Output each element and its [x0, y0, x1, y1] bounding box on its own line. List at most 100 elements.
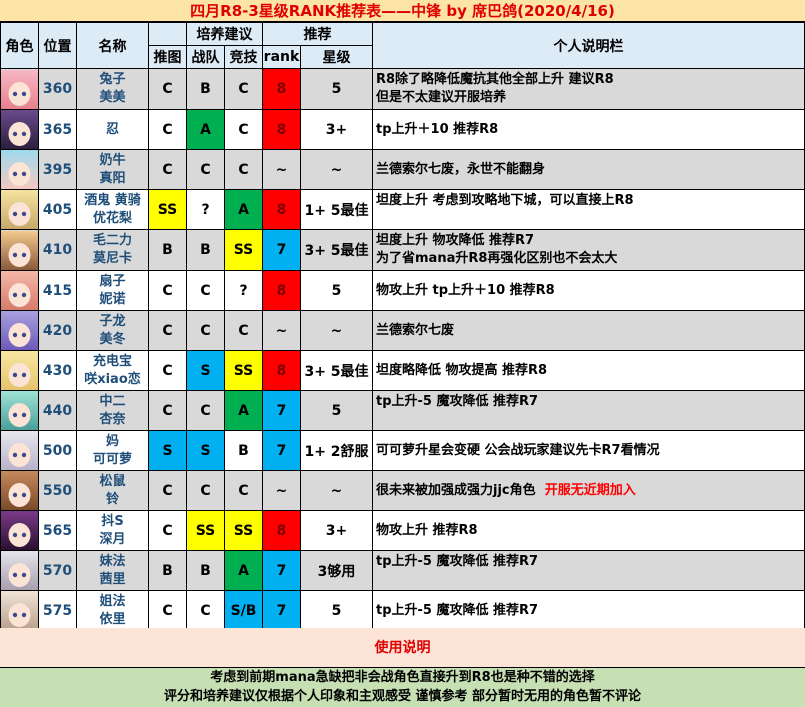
- avatar-cell: [0, 510, 39, 551]
- note-cell: tp上升-5 魔攻降低 推荐R7: [372, 590, 805, 631]
- star-value: 1+ 5最佳: [300, 189, 373, 230]
- position-cell: 405: [38, 189, 77, 230]
- name-line: 妈: [105, 433, 119, 449]
- avatar-cell: [0, 470, 39, 511]
- note-cell: R8除了略降低魔抗其他全部上升 建议R8 但是不太建议开服培养: [372, 68, 805, 110]
- push-grade: C: [148, 270, 187, 311]
- table-row: 365 忍 C A C 8 3+ tp上升＋10 推荐R8: [0, 109, 805, 150]
- clan-grade: C: [186, 590, 225, 631]
- note-line: 物攻上升 推荐R8: [376, 522, 478, 538]
- note-line: tp上升-5 魔攻降低 推荐R7: [376, 554, 539, 569]
- rank-value: 8: [262, 68, 301, 110]
- push-grade: SS: [148, 189, 187, 230]
- name-line: 忍: [105, 121, 119, 137]
- star-value: 5: [300, 590, 373, 631]
- table-row: 395 奶牛 真阳 C C C ~ ~ 兰德索尔七废，永世不能翻身: [0, 149, 805, 190]
- avatar-cell: [0, 350, 39, 391]
- position-cell: 565: [38, 510, 77, 551]
- name-line: 真阳: [99, 170, 126, 186]
- name-cell: 妈可可萝: [76, 430, 149, 471]
- name-cell: 扇子 妮诺: [76, 270, 149, 311]
- position-cell: 570: [38, 550, 77, 591]
- name-cell: 酒鬼 黄骑 优花梨: [76, 189, 149, 230]
- note-line: 可可萝升星会变硬 公会战玩家建议先卡R7看情况: [376, 442, 660, 458]
- note-cell: 坦度上升 物攻降低 推荐R7 为了省mana升R8再强化区别也不会太大: [372, 229, 805, 271]
- name-line: 毛二力: [92, 233, 132, 248]
- avatar: [1, 591, 38, 630]
- name-line: 美美: [99, 90, 126, 105]
- avatar-cell: [0, 430, 39, 471]
- name-line: 扇子: [99, 273, 126, 289]
- avatar-cell: [0, 149, 39, 190]
- clan-grade: C: [186, 470, 225, 511]
- avatar: [1, 150, 38, 189]
- push-grade: B: [148, 229, 187, 271]
- note-line: 坦度上升 物攻降低 推荐R7: [376, 233, 535, 248]
- name-cell: 子龙 美冬: [76, 310, 149, 351]
- clan-grade: C: [186, 149, 225, 190]
- push-grade: C: [148, 510, 187, 551]
- push-grade: C: [148, 149, 187, 190]
- star-value: 5: [300, 390, 373, 431]
- arena-grade: S/B: [224, 590, 263, 631]
- avatar-cell: [0, 68, 39, 110]
- star-value: 1+ 2舒服: [300, 430, 373, 471]
- name-line: 中二: [99, 393, 126, 409]
- note-line: 兰德索尔七废，永世不能翻身: [376, 161, 546, 177]
- header-recommend: 推荐: [262, 22, 373, 46]
- push-grade: C: [148, 470, 187, 511]
- position-cell: 395: [38, 149, 77, 190]
- clan-grade: C: [186, 310, 225, 351]
- push-grade: C: [148, 109, 187, 150]
- position-cell: 430: [38, 350, 77, 391]
- table-row: 440 中二 杏奈 C C A 7 5 tp上升-5 魔攻降低 推荐R7: [0, 390, 805, 431]
- note-cell: 很未来被加强成强力jjc角色 开服无近期加入: [372, 470, 805, 511]
- name-line: 妹法: [99, 553, 126, 569]
- note-cell: 可可萝升星会变硬 公会战玩家建议先卡R7看情况: [372, 430, 805, 471]
- arena-grade: A: [224, 550, 263, 591]
- note-highlight: 开服无近期加入: [544, 482, 636, 498]
- push-grade: C: [148, 68, 187, 110]
- push-grade: B: [148, 550, 187, 591]
- table-row: 550 松鼠铃 C C C ~ ~ 很未来被加强成强力jjc角色 开服无近期加入: [0, 470, 805, 511]
- note-line: tp上升-5 魔攻降低 推荐R7: [376, 394, 539, 409]
- name-line: 杏奈: [99, 411, 126, 427]
- position-cell: 415: [38, 270, 77, 311]
- note-line: 坦度上升 考虑到攻略地下城，可以直接上R8: [376, 193, 634, 208]
- arena-grade: B: [224, 430, 263, 471]
- star-value: 3+ 5最佳: [300, 350, 373, 391]
- note-line: R8除了略降低魔抗其他全部上升 建议R8: [376, 72, 614, 87]
- note-line: tp上升-5 魔攻降低 推荐R7: [376, 602, 539, 618]
- header-rank: rank: [262, 45, 301, 69]
- header-training: 培养建议: [186, 22, 263, 46]
- rank-value: 7: [262, 590, 301, 631]
- star-value: 5: [300, 68, 373, 110]
- position-cell: 360: [38, 68, 77, 110]
- sheet-title: 四月R8-3星级RANK推荐表——中锋 by 席巴鸽(2020/4/16): [0, 0, 805, 22]
- footer-line: 考虑到前期mana急缺把非会战角色直接升到R8也是种不错的选择: [210, 670, 595, 685]
- position-cell: 440: [38, 390, 77, 431]
- note-line: tp上升＋10 推荐R8: [376, 121, 499, 137]
- note-line: 坦度略降低 物攻提高 推荐R8: [376, 362, 548, 378]
- rank-value: ~: [262, 310, 301, 351]
- avatar: [1, 230, 38, 270]
- table-row: 360 兔子 美美 C B C 8 5 R8除了略降低魔抗其他全部上升 建议R8 但是不太建议开服…: [0, 68, 805, 110]
- push-grade: S: [148, 430, 187, 471]
- note-cell: tp上升-5 魔攻降低 推荐R7: [372, 550, 805, 591]
- note-cell: 物攻上升 推荐R8: [372, 510, 805, 551]
- table-row: 410 毛二力 莫尼卡 B B SS 7 3+ 5最佳 坦度上升 物攻降低 推荐R7 为了省man…: [0, 229, 805, 271]
- push-grade: C: [148, 310, 187, 351]
- name-cell: 兔子 美美: [76, 68, 149, 110]
- position-cell: 500: [38, 430, 77, 471]
- name-line: 优花梨: [92, 210, 132, 226]
- avatar-cell: [0, 390, 39, 431]
- clan-grade: C: [186, 390, 225, 431]
- clan-grade: SS: [186, 510, 225, 551]
- arena-grade: A: [224, 189, 263, 230]
- name-line: 充电宝: [92, 353, 132, 369]
- table-row: 405 酒鬼 黄骑 优花梨 SS? A 8 1+ 5最佳 坦度上升 考虑到攻略地下城，可以直接…: [0, 189, 805, 230]
- header-push: 推图: [148, 45, 187, 69]
- clan-grade: S: [186, 430, 225, 471]
- name-line: 美冬: [99, 331, 126, 347]
